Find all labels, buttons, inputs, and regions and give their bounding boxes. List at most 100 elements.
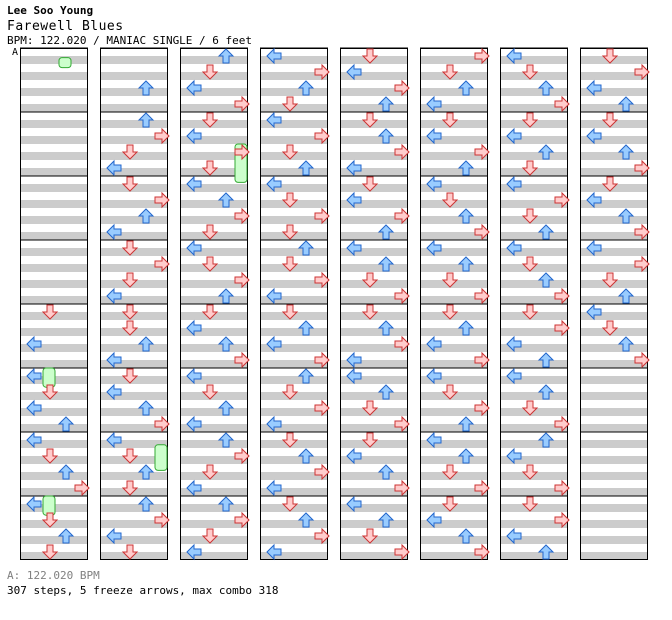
beat-stripe <box>21 184 87 192</box>
beat-stripe <box>341 456 407 464</box>
chart-column-1 <box>20 47 88 560</box>
step-arrow-right <box>154 255 170 273</box>
step-arrow-down <box>201 224 219 240</box>
step-arrow-up <box>457 528 475 544</box>
beat-stripe <box>261 488 327 496</box>
beat-stripe <box>21 200 87 208</box>
beat-stripe <box>101 88 167 96</box>
beat-stripe <box>261 120 327 128</box>
beat-stripe <box>501 248 567 256</box>
beat-stripe <box>341 376 407 384</box>
beat-stripe <box>21 424 87 432</box>
beat-stripe <box>21 520 87 528</box>
beat-stripe <box>181 408 247 416</box>
step-arrow-right <box>394 479 410 497</box>
beat-stripe <box>261 136 327 144</box>
beat-stripe <box>181 312 247 320</box>
column-frame <box>100 48 168 560</box>
step-arrow-up <box>137 80 155 96</box>
beat-stripe <box>261 72 327 80</box>
column-frame <box>340 48 408 560</box>
chart-column-7 <box>500 47 568 560</box>
step-arrow-right <box>554 415 570 433</box>
beat-stripe <box>261 376 327 384</box>
beat-stripe <box>21 392 87 400</box>
beat-stripe <box>501 88 567 96</box>
step-arrow-left <box>266 287 282 305</box>
beat-stripe <box>101 312 167 320</box>
beat-stripe <box>421 344 487 352</box>
beat-stripe <box>181 520 247 528</box>
step-arrow-right <box>474 47 490 65</box>
beat-stripe <box>261 392 327 400</box>
step-arrow-left <box>106 159 122 177</box>
beat-stripe <box>21 120 87 128</box>
beat-stripe <box>581 216 647 224</box>
freeze-arrow <box>42 367 56 388</box>
column-frame <box>20 48 88 560</box>
beat-stripe <box>261 200 327 208</box>
beat-stripe <box>101 536 167 544</box>
step-arrow-down <box>121 144 139 160</box>
beat-stripe <box>181 552 247 560</box>
beat-stripe <box>581 472 647 480</box>
step-arrow-left <box>426 95 442 113</box>
beat-stripe <box>581 136 647 144</box>
step-arrow-left <box>426 127 442 145</box>
beat-stripe <box>341 504 407 512</box>
beat-stripe <box>421 504 487 512</box>
beat-stripe <box>181 280 247 288</box>
beat-stripe <box>341 264 407 272</box>
step-arrow-up <box>617 208 635 224</box>
beat-stripe <box>261 408 327 416</box>
step-arrow-down <box>281 384 299 400</box>
step-arrow-left <box>186 415 202 433</box>
beat-stripe <box>421 104 487 112</box>
beat-stripe <box>21 360 87 368</box>
step-arrow-up <box>57 464 75 480</box>
step-arrow-up <box>57 528 75 544</box>
step-arrow-left <box>426 367 442 385</box>
beat-stripe <box>101 376 167 384</box>
beat-stripe <box>501 392 567 400</box>
step-arrow-down <box>361 272 379 288</box>
step-arrow-down <box>281 432 299 448</box>
beat-stripe <box>501 344 567 352</box>
step-arrow-left <box>346 351 362 369</box>
step-arrow-up <box>537 224 555 240</box>
beat-stripe <box>181 248 247 256</box>
beat-stripe <box>501 152 567 160</box>
beat-stripe <box>501 456 567 464</box>
beat-stripe <box>501 216 567 224</box>
step-arrow-right <box>474 223 490 241</box>
beat-stripe <box>181 360 247 368</box>
beat-stripe <box>421 472 487 480</box>
beat-stripe <box>181 296 247 304</box>
step-arrow-up <box>537 272 555 288</box>
song-title: Farewell Blues <box>7 19 124 34</box>
beat-stripe <box>341 312 407 320</box>
step-arrow-down <box>521 208 539 224</box>
step-arrow-left <box>586 191 602 209</box>
beat-stripe <box>181 344 247 352</box>
step-arrow-right <box>474 287 490 305</box>
beat-stripe <box>341 520 407 528</box>
beat-stripe <box>581 232 647 240</box>
step-arrow-up <box>297 512 315 528</box>
beat-stripe <box>21 264 87 272</box>
step-arrow-down <box>281 304 299 320</box>
step-arrow-up <box>137 464 155 480</box>
chart-column-8 <box>580 47 648 560</box>
beat-stripe <box>581 552 647 560</box>
bpm-footer: A: 122.020 BPM <box>7 569 100 582</box>
beat-stripe <box>501 120 567 128</box>
step-arrow-right <box>474 143 490 161</box>
step-arrow-down <box>121 304 139 320</box>
step-arrow-right <box>394 143 410 161</box>
beat-stripe <box>341 120 407 128</box>
beat-stripe <box>101 200 167 208</box>
beat-stripe <box>101 344 167 352</box>
step-arrow-right <box>634 63 650 81</box>
beat-stripe <box>101 296 167 304</box>
step-arrow-right <box>314 527 330 545</box>
